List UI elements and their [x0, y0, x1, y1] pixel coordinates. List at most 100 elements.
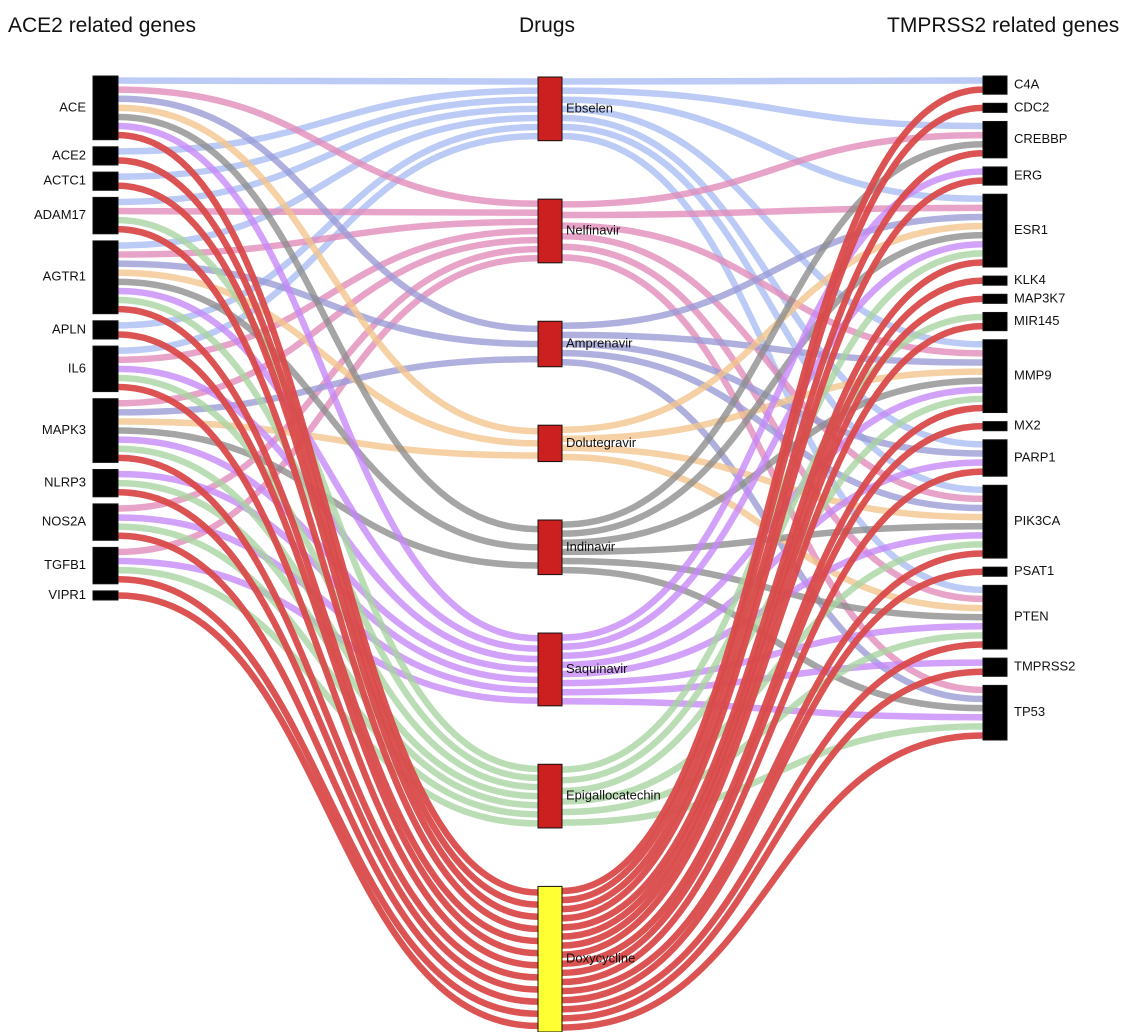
label-ebselen: Ebselen: [566, 100, 613, 115]
link-apln-doxycycline: [117, 331, 539, 957]
link-saquinavir-parp1: [561, 459, 984, 669]
links-layer: [117, 77, 984, 1031]
node-tmprss2: [982, 657, 1008, 677]
label-mapk3: MAPK3: [42, 422, 86, 437]
link-saquinavir-pten: [561, 623, 984, 687]
link-doxycycline-cdc2: [561, 104, 984, 904]
label-psat1: PSAT1: [1014, 563, 1054, 578]
node-mir145: [982, 311, 1008, 332]
label-mmp9: MMP9: [1014, 368, 1052, 383]
link-doxycycline-crebbp: [561, 150, 984, 913]
label-saquinavir: Saquinavir: [566, 661, 628, 676]
node-psat1: [982, 566, 1008, 577]
link-tgfb1-doxycycline: [117, 576, 539, 1018]
link-ace-dolutegravir: [117, 104, 539, 435]
link-actc1-doxycycline: [117, 182, 539, 920]
label-ace: ACE: [59, 99, 86, 114]
node-tgfb1: [92, 546, 119, 585]
link-il6-nelfinavir: [117, 227, 539, 363]
label-vipr1: VIPR1: [48, 587, 86, 602]
node-mx2: [982, 421, 1008, 432]
node-amprenavir: [537, 320, 563, 368]
node-apln: [92, 320, 119, 340]
node-epigallocatechin: [537, 763, 563, 829]
link-agtr1-indinavir: [117, 278, 539, 551]
tmprss2-genes-title: TMPRSS2 related genes: [887, 14, 1120, 37]
label-apln: APLN: [52, 321, 86, 336]
link-vipr1-doxycycline: [117, 592, 539, 1030]
link-mapk3-dolutegravir: [117, 418, 539, 459]
label-esr1: ESR1: [1014, 222, 1048, 237]
link-doxycycline-tp53: [561, 732, 984, 1031]
link-nelfinavir-esr1: [561, 204, 984, 219]
node-crebbp: [982, 120, 1008, 159]
link-agtr1-dolutegravir: [117, 269, 539, 447]
link-indinavir-esr1: [561, 231, 984, 537]
link-nos2a-saquinavir: [117, 514, 539, 694]
label-ace2: ACE2: [52, 147, 86, 162]
node-cdc2: [982, 102, 1008, 113]
node-actc1: [92, 171, 119, 191]
label-map3k7: MAP3K7: [1014, 290, 1065, 305]
label-nos2a: NOS2A: [42, 514, 86, 529]
node-adam17: [92, 196, 119, 235]
link-doxycycline-esr1: [561, 259, 984, 931]
link-ace-saquinavir: [117, 122, 539, 642]
labels-layer: ACE ACE2 ACTC1 ADAM17 AGTR1 APLN IL6 MAPK3 NLRP3…: [34, 77, 1075, 966]
node-ebselen: [537, 76, 563, 142]
link-il6-doxycycline: [117, 383, 539, 969]
node-ace2: [92, 146, 119, 166]
link-nelfinavir-mmp9: [561, 222, 984, 357]
label-pten: PTEN: [1014, 609, 1049, 624]
link-doxycycline-pik3ca: [561, 550, 984, 995]
link-epigallocatechin-pik3ca: [561, 541, 984, 805]
label-tp53: TP53: [1014, 704, 1045, 719]
link-doxycycline-mx2: [561, 422, 984, 977]
label-c4a: C4A: [1014, 77, 1040, 92]
node-ace: [92, 75, 119, 141]
label-nlrp3: NLRP3: [44, 475, 86, 490]
node-klk4: [982, 275, 1008, 286]
link-doxycycline-erg: [561, 177, 984, 922]
node-vipr1: [92, 590, 119, 601]
link-doxycycline-map3k7: [561, 295, 984, 949]
node-doxycycline: [537, 885, 563, 1032]
link-adam17-epigallocatechin: [117, 216, 539, 773]
node-pik3ca: [982, 484, 1008, 559]
link-doxycycline-c4a: [561, 86, 984, 895]
link-saquinavir-esr1: [561, 241, 984, 650]
node-pten: [982, 584, 1008, 650]
link-doxycycline-tmprss2: [561, 668, 984, 1022]
node-agtr1: [92, 240, 119, 315]
link-ebselen-c4a: [561, 77, 984, 85]
link-tgfb1-epigallocatechin: [117, 566, 539, 827]
drugs-title: Drugs: [519, 14, 576, 37]
node-tp53: [982, 684, 1008, 741]
link-agtr1-saquinavir: [117, 287, 539, 652]
link-doxycycline-klk4: [561, 277, 984, 940]
label-epigallocatechin: Epigallocatechin: [566, 788, 661, 803]
link-tgfb1-nelfinavir: [117, 255, 539, 556]
link-nos2a-doxycycline: [117, 532, 539, 1005]
label-mx2: MX2: [1014, 418, 1041, 433]
label-erg: ERG: [1014, 167, 1042, 182]
node-saquinavir: [537, 632, 563, 707]
label-pik3ca: PIK3CA: [1014, 513, 1061, 528]
link-agtr1-nelfinavir: [117, 218, 539, 258]
link-indinavir-crebbp: [561, 140, 984, 528]
node-nlrp3: [92, 469, 119, 498]
node-il6: [92, 345, 119, 393]
link-nelfinavir-pik3ca: [561, 233, 984, 503]
link-doxycycline-parp1: [561, 468, 984, 986]
node-erg: [982, 166, 1008, 186]
label-tmprss2: TMPRSS2: [1014, 659, 1075, 674]
node-mmp9: [982, 339, 1008, 414]
node-parp1: [982, 439, 1008, 477]
link-ace-doxycycline: [117, 131, 539, 896]
label-crebbp: CREBBP: [1014, 131, 1067, 146]
node-indinavir: [537, 519, 563, 576]
node-esr1: [982, 193, 1008, 268]
label-amprenavir: Amprenavir: [566, 335, 633, 350]
link-agtr1-ebselen: [117, 114, 539, 249]
